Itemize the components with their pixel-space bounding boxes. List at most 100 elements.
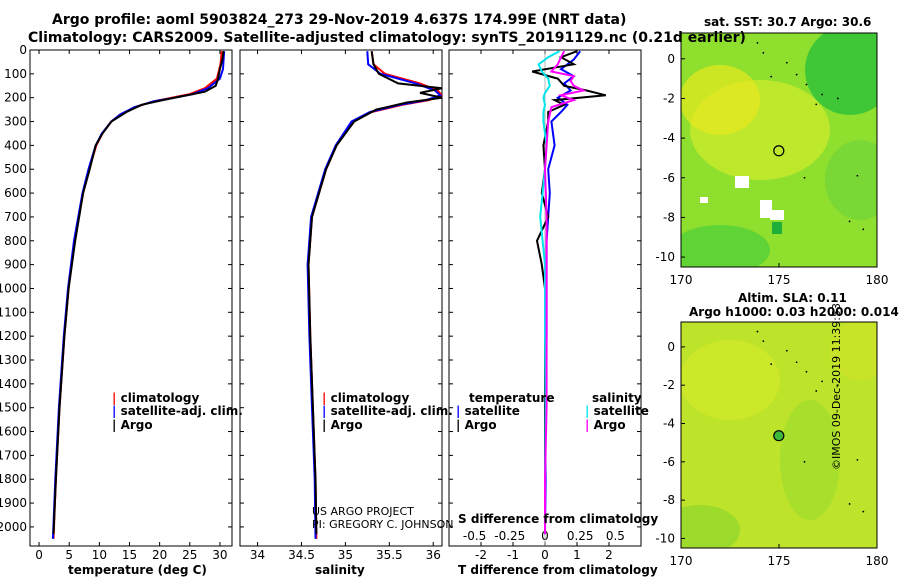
legend-climatology-marker: | bbox=[112, 391, 117, 405]
diff-legend-t-satellite-label: satellite bbox=[464, 404, 520, 418]
map-x-tick-label: 180 bbox=[866, 554, 889, 568]
island bbox=[821, 93, 824, 96]
island bbox=[815, 390, 818, 392]
title-line-2: Climatology: CARS2009. Satellite-adjuste… bbox=[28, 30, 746, 46]
diff-legend-salinity-title: salinity bbox=[592, 391, 642, 405]
x2-tick-label: -0.5 bbox=[463, 529, 486, 543]
x-tick-label: 0 bbox=[35, 548, 43, 562]
island bbox=[762, 340, 765, 343]
diff-legend-t-argo-label: Argo bbox=[464, 418, 497, 432]
y-tick-label: 300 bbox=[4, 115, 27, 129]
temperature-xlabel: temperature (deg C) bbox=[68, 563, 207, 577]
y-tick-label: 0 bbox=[19, 43, 27, 57]
sla-map-title-line-1: Altim. SLA: 0.11 bbox=[738, 291, 847, 305]
x-tick-label: 2 bbox=[605, 548, 613, 562]
x-tick-label: 30 bbox=[212, 548, 227, 562]
y-tick-label: 1200 bbox=[0, 329, 27, 343]
island bbox=[815, 103, 818, 106]
y-tick-label: 1300 bbox=[0, 353, 27, 367]
map-y-tick-label: -2 bbox=[663, 91, 675, 105]
x2-tick-label: -0.25 bbox=[494, 529, 525, 543]
diff-legend-s-satellite-label: satellite bbox=[593, 404, 649, 418]
x-tick-label: -2 bbox=[475, 548, 487, 562]
sal-legend-climatology-label: climatology bbox=[330, 391, 410, 405]
x-tick-label: 1 bbox=[573, 548, 581, 562]
diff-legend-s-argo: | Argo bbox=[585, 418, 626, 432]
y-tick-label: 900 bbox=[4, 258, 27, 272]
island bbox=[756, 42, 759, 44]
y-tick-label: 2000 bbox=[0, 520, 27, 534]
legend-climatology-label: climatology bbox=[120, 391, 200, 405]
island bbox=[795, 361, 798, 364]
island bbox=[862, 228, 865, 231]
x2-tick-label: 0.25 bbox=[567, 529, 594, 543]
credit-project: US ARGO PROJECT bbox=[312, 505, 414, 518]
credit-pi: PI: GREGORY C. JOHNSON bbox=[312, 518, 454, 531]
map-y-tick-label: -6 bbox=[663, 171, 675, 185]
sla-low-patch bbox=[780, 400, 840, 520]
x-tick-label: 34.5 bbox=[288, 548, 315, 562]
island bbox=[795, 73, 798, 76]
diff-legend-temperature-title: temperature bbox=[469, 391, 555, 405]
legend-argo-marker: | bbox=[112, 418, 117, 432]
island bbox=[785, 349, 788, 352]
series-group bbox=[306, 51, 442, 539]
map-x-tick-label: 175 bbox=[768, 554, 791, 568]
sal-legend-climatology-marker: | bbox=[322, 391, 327, 405]
y-tick-label: 200 bbox=[4, 91, 27, 105]
float-marker bbox=[773, 430, 785, 442]
island bbox=[848, 220, 851, 223]
y-tick-label: 500 bbox=[4, 162, 27, 176]
sal-legend-satellite: | satellite-adj. clim. bbox=[322, 404, 453, 418]
sst-missing-data bbox=[735, 176, 749, 188]
sal-legend-satellite-label: satellite-adj. clim. bbox=[330, 404, 453, 418]
x-tick-label: 10 bbox=[92, 548, 107, 562]
island bbox=[762, 51, 765, 54]
line-argo bbox=[52, 51, 225, 535]
map-y-tick-label: 0 bbox=[667, 52, 675, 66]
diff-legend-s-satellite: | satellite bbox=[585, 404, 649, 418]
map-y-tick-label: -4 bbox=[663, 417, 675, 431]
island bbox=[848, 503, 851, 505]
map-y-tick-label: 0 bbox=[667, 340, 675, 354]
island bbox=[785, 61, 788, 64]
map-y-tick-label: -4 bbox=[663, 131, 675, 145]
series-group bbox=[531, 50, 607, 535]
island bbox=[836, 97, 839, 100]
y-tick-label: 1700 bbox=[0, 448, 27, 462]
sla-map-title-line-2: Argo h1000: 0.03 h2000: 0.014 bbox=[689, 305, 899, 319]
sal-legend-argo-label: Argo bbox=[330, 418, 363, 432]
map-x-tick-label: 170 bbox=[670, 273, 693, 287]
island bbox=[862, 510, 865, 513]
sal-legend-argo: | Argo bbox=[322, 418, 363, 432]
x-tick-label: 25 bbox=[182, 548, 197, 562]
y-tick-label: 600 bbox=[4, 186, 27, 200]
diff-legend-t-argo-marker: | bbox=[456, 418, 461, 432]
sst-cool-patch bbox=[805, 33, 877, 115]
x-tick-label: 5 bbox=[65, 548, 73, 562]
sst-missing-data bbox=[770, 210, 784, 220]
sst-cool-patch bbox=[681, 225, 770, 267]
map-x-tick-label: 175 bbox=[768, 273, 791, 287]
diff-legend-s-argo-marker: | bbox=[585, 418, 590, 432]
temperature-axes bbox=[29, 49, 233, 547]
island bbox=[821, 380, 824, 383]
x-tick-label: 34 bbox=[250, 548, 265, 562]
x-tick-label: 35.5 bbox=[376, 548, 403, 562]
sst-cool-patch bbox=[825, 140, 877, 220]
island bbox=[770, 75, 773, 78]
map-x-tick-label: 170 bbox=[670, 554, 693, 568]
title-line-1: Argo profile: aoml 5903824_273 29-Nov-20… bbox=[52, 12, 627, 28]
diff-legend-t-argo: | Argo bbox=[456, 418, 497, 432]
island bbox=[770, 363, 773, 366]
difference-xlabel: T difference from climatology bbox=[458, 563, 658, 577]
map-y-tick-label: -8 bbox=[663, 210, 675, 224]
sla-high-patch bbox=[681, 340, 780, 420]
y-tick-label: 1600 bbox=[0, 425, 27, 439]
y-tick-label: 400 bbox=[4, 138, 27, 152]
x-tick-label: 36 bbox=[426, 548, 441, 562]
x-tick-label: 35 bbox=[338, 548, 353, 562]
x-tick-label: 20 bbox=[152, 548, 167, 562]
x-tick-label: 0 bbox=[541, 548, 549, 562]
